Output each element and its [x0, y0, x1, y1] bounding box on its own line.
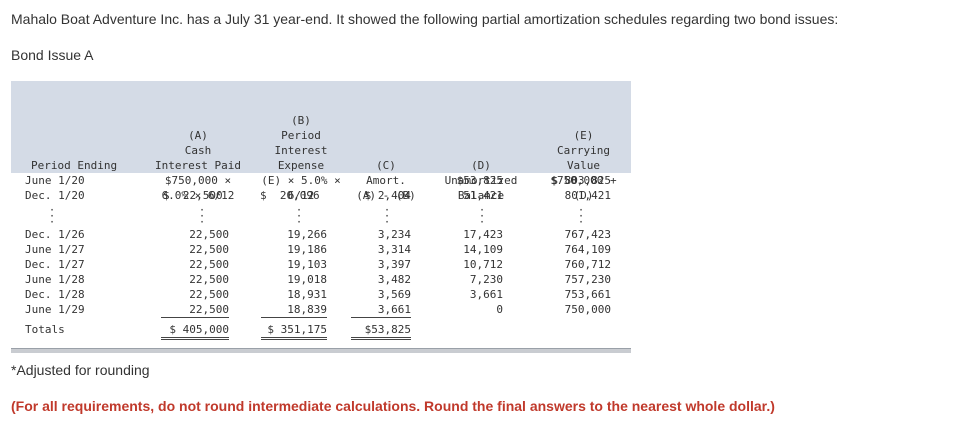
row-period: June 1/20	[25, 174, 85, 187]
row-c: 3,482	[377, 273, 411, 286]
ellipsis-icon: · · ·	[480, 203, 484, 229]
header-col-b: (B) Period Interest Expense (E) × 5.0% × 6/12	[261, 114, 341, 202]
row-c: 3,661	[351, 302, 411, 318]
total-c: $53,825	[351, 322, 411, 340]
row-e: 757,230	[564, 273, 611, 286]
row-b: 18,931	[287, 288, 327, 301]
row-period: Dec. 1/26	[25, 228, 85, 241]
row-a: 22,500	[161, 302, 229, 318]
row-c: 3,314	[377, 243, 411, 256]
row-period: Dec. 1/20	[25, 189, 85, 202]
row-e: 760,712	[564, 258, 611, 271]
totals-label: Totals	[25, 323, 65, 336]
instruction-text: (For all requirements, do not round inte…	[11, 398, 775, 414]
bond-issue-heading: Bond Issue A	[11, 47, 94, 63]
header-period-ending: Period Ending	[31, 159, 118, 172]
row-d: 7,230	[469, 273, 503, 286]
row-a: $ 22,500	[163, 189, 223, 202]
row-period: Dec. 1/27	[25, 258, 85, 271]
row-d: 14,109	[463, 243, 503, 256]
row-b: 19,018	[287, 273, 327, 286]
row-c: 3,569	[377, 288, 411, 301]
table-bottom-line	[11, 348, 631, 349]
row-b: $ 20,096	[260, 189, 320, 202]
row-d: $53,825	[456, 174, 503, 187]
row-a: 22,500	[189, 258, 229, 271]
row-period: June 1/28	[25, 273, 85, 286]
row-e: 750,000	[564, 303, 611, 316]
row-b: 19,103	[287, 258, 327, 271]
total-a: $ 405,000	[161, 322, 229, 340]
row-d: 51,421	[463, 189, 503, 202]
ellipsis-icon: · · ·	[385, 203, 389, 229]
total-b: $ 351,175	[261, 322, 327, 340]
row-e: 767,423	[564, 228, 611, 241]
footnote: *Adjusted for rounding	[11, 362, 150, 378]
row-b: 19,186	[287, 243, 327, 256]
header-col-a: (A) Cash Interest Paid $750,000 × 6.0% × 6/1…	[154, 129, 242, 202]
ellipsis-icon: · · ·	[200, 203, 204, 229]
amortization-schedule-table: Period Ending (A) Cash Interest Paid $750,0…	[11, 81, 631, 353]
table-bottom-bar	[11, 349, 631, 353]
row-period: June 1/29	[25, 303, 85, 316]
row-d: 17,423	[463, 228, 503, 241]
row-period: June 1/27	[25, 243, 85, 256]
row-d: 3,661	[469, 288, 503, 301]
row-e: 753,661	[564, 288, 611, 301]
row-e: 801,421	[564, 189, 611, 202]
row-c: 3,234	[377, 228, 411, 241]
ellipsis-icon: · · ·	[579, 203, 583, 229]
header-col-c: (C) Amort. (A) - (B)	[356, 159, 416, 202]
row-a: 22,500	[189, 288, 229, 301]
header-col-d: (D) Unamortized Balance	[444, 159, 518, 202]
row-a: 22,500	[189, 243, 229, 256]
table-header-background	[11, 81, 631, 173]
row-period: Dec. 1/28	[25, 288, 85, 301]
row-b: 18,839	[261, 302, 327, 318]
row-d: 10,712	[463, 258, 503, 271]
row-a: 22,500	[189, 228, 229, 241]
row-a: 22,500	[189, 273, 229, 286]
problem-intro: Mahalo Boat Adventure Inc. has a July 31…	[11, 11, 839, 27]
row-e: $ 803,825	[551, 174, 611, 187]
ellipsis-icon: · · ·	[297, 203, 301, 229]
row-e: 764,109	[564, 243, 611, 256]
header-col-e: (E) Carrying Value $750,000 + (D)	[550, 129, 617, 202]
row-d: 0	[496, 303, 503, 316]
row-c: 3,397	[377, 258, 411, 271]
row-b: 19,266	[287, 228, 327, 241]
ellipsis-icon: · · ·	[50, 203, 54, 229]
row-c: $ 2,404	[364, 189, 411, 202]
